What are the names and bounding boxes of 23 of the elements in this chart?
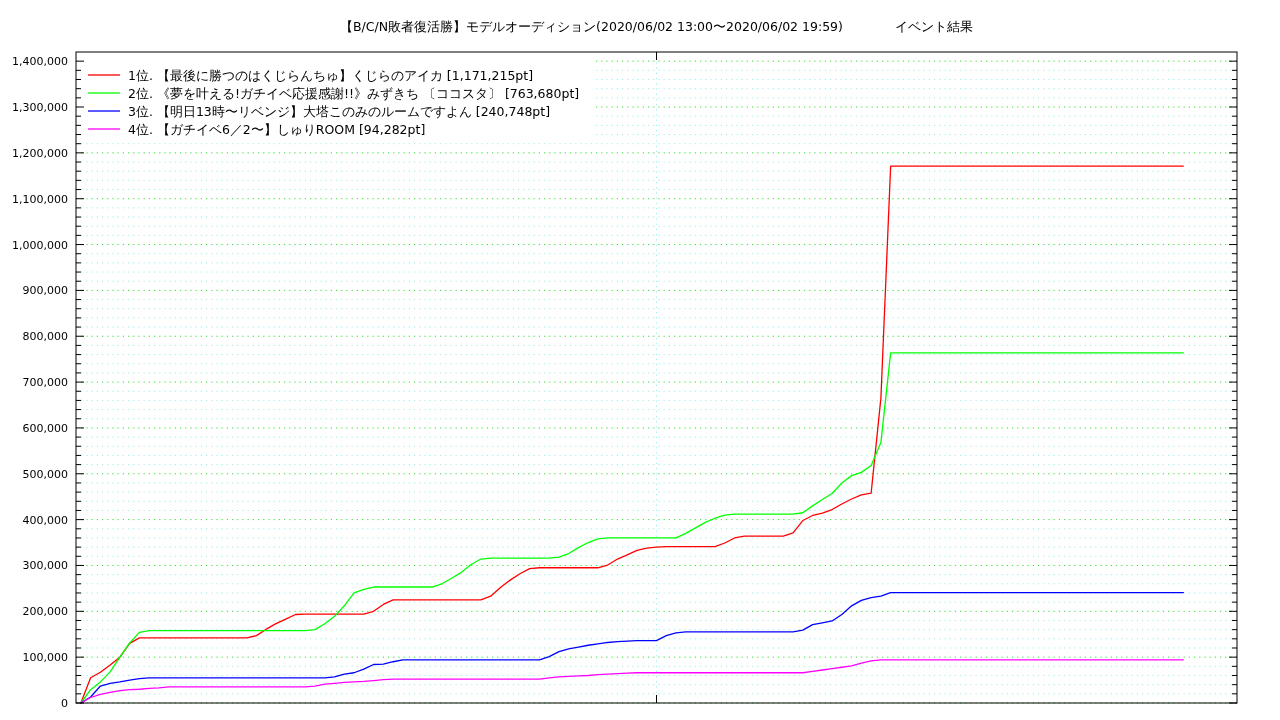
y-tick-label: 1,100,000 [12,192,68,206]
legend-label: 1位. 【最後に勝つのはくじらんちゅ】くじらのアイカ [1,171,215pt] [128,67,534,83]
y-tick-label: 700,000 [22,376,68,390]
y-tick-label: 500,000 [22,467,68,481]
y-tick-label: 600,000 [22,421,68,435]
y-tick-label: 1,400,000 [12,55,68,69]
line-series [80,352,1184,704]
y-tick-label: 400,000 [22,513,68,527]
y-tick-label: 1,000,000 [12,238,68,252]
y-tick-label: 1,200,000 [12,146,68,160]
line-series [80,659,1184,704]
y-tick-label: 300,000 [22,559,68,573]
y-tick-label: 900,000 [22,284,68,298]
y-tick-label: 800,000 [22,330,68,344]
chart-title: 【B/C/N敗者復活勝】モデルオーディション(2020/06/02 13:00〜2020/06/02 19:59) イベント結果 [340,19,973,34]
y-tick-label: 0 [61,697,68,710]
line-series [80,165,1184,704]
y-tick-label: 200,000 [22,605,68,619]
legend-label: 2位. 《夢を叶える!ガチイベ応援感謝!!》みずきち 〔ココスタ〕 [763,680pt] [128,85,580,101]
legend-label: 3位. 【明日13時〜リベンジ】大塔このみのルームですよん [240,748pt] [128,103,551,119]
y-tick-label: 1,300,000 [12,101,68,115]
legend-label: 4位. 【ガチイベ6／2〜】しゅりROOM [94,282pt] [128,121,426,137]
y-tick-label: 100,000 [22,651,68,665]
